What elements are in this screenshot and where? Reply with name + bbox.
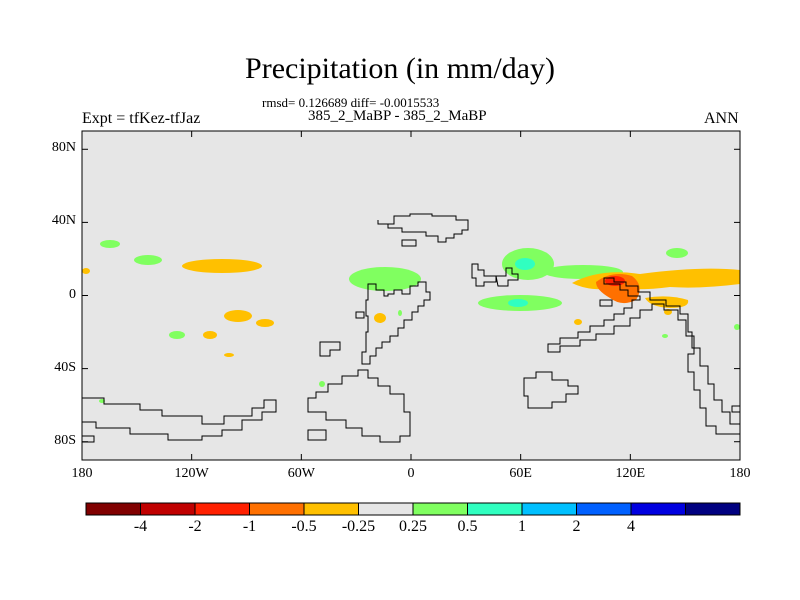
contour-fill — [374, 313, 386, 323]
colorbar-swatch — [412, 502, 468, 516]
contour-fill — [169, 331, 185, 339]
contour-fill — [256, 319, 274, 327]
continent-outline — [377, 213, 469, 243]
lon-tick-label: 120E — [615, 466, 646, 481]
contour-fill — [82, 268, 90, 274]
lon-tick-label: 120W — [174, 466, 209, 481]
continent-outlines — [82, 213, 741, 443]
experiment-label: Expt = tfKez-tfJaz — [82, 110, 201, 127]
contour-fill — [224, 353, 234, 357]
colorbar-label: 2 — [572, 518, 581, 535]
plot-title: Precipitation (in mm/day) — [245, 52, 555, 85]
map-background — [82, 131, 740, 460]
contour-fill — [662, 334, 668, 338]
contour-fill — [319, 381, 325, 387]
continent-outline — [361, 281, 431, 365]
colorbar-swatch — [576, 502, 632, 516]
continent-outline — [355, 311, 365, 319]
contour-fill — [134, 255, 162, 265]
lon-tick-label: 60E — [509, 466, 532, 481]
season-label: ANN — [704, 110, 739, 127]
contour-fill — [515, 258, 535, 270]
lon-tick-label: 180 — [71, 466, 93, 481]
continent-outline — [319, 341, 341, 357]
lat-tick-label: 80S — [54, 432, 76, 448]
colorbar-label: 1 — [518, 518, 526, 535]
colorbar-label: 4 — [627, 518, 635, 535]
colorbar-swatch — [194, 502, 250, 516]
colorbar-swatch — [140, 502, 196, 516]
colorbar — [85, 502, 741, 516]
contour-fill — [666, 248, 688, 258]
contour-fill — [734, 324, 740, 330]
contour-fill — [349, 267, 421, 291]
colorbar-swatch — [521, 502, 577, 516]
colorbar-label: -1 — [242, 518, 257, 535]
continent-outline — [495, 267, 519, 287]
contour-fill — [224, 310, 252, 322]
contour-fill — [100, 240, 120, 248]
colorbar-swatch — [85, 502, 141, 516]
lat-tick-label: 40S — [54, 359, 76, 375]
colorbar-swatch — [249, 502, 305, 516]
colorbar-label: -0.25 — [341, 518, 376, 535]
lat-tick-label: 80N — [51, 140, 76, 156]
continent-outline — [471, 263, 497, 287]
colorbar-swatch — [630, 502, 686, 516]
colorbar-swatch — [685, 502, 741, 516]
continent-outline — [523, 371, 579, 409]
colorbar-label: 0.25 — [399, 518, 427, 535]
contour-fill — [574, 319, 582, 325]
colorbar-swatch — [358, 502, 414, 516]
continent-outline — [307, 429, 327, 441]
lon-tick-label: 180 — [729, 466, 751, 481]
continent-outline — [307, 369, 411, 443]
contour-fill — [508, 299, 528, 307]
continent-outline — [82, 397, 277, 441]
colorbar-swatch — [467, 502, 523, 516]
contour-fill — [645, 296, 689, 308]
contour-fill — [182, 259, 262, 273]
case-label: 385_2_MaBP - 385_2_MaBP — [308, 108, 487, 124]
contour-fill — [398, 310, 402, 316]
continent-outline — [401, 239, 417, 247]
lon-tick-label: 60W — [287, 466, 315, 481]
colorbar-label: 0.5 — [457, 518, 478, 535]
continent-outline — [547, 277, 741, 435]
colorbar-label: -4 — [133, 518, 148, 535]
lon-tick-label: 0 — [407, 466, 415, 481]
colorbar-label: -2 — [188, 518, 202, 535]
axis-ticks — [81, 131, 741, 460]
colorbar-label: -0.5 — [291, 518, 317, 535]
plot-subtitle: rmsd= 0.126689 diff= -0.0015533 — [262, 95, 440, 110]
lat-tick-label: 0 — [69, 286, 76, 302]
colorbar-swatch — [303, 502, 359, 516]
contour-fill — [203, 331, 217, 339]
continent-outline — [599, 299, 613, 307]
lat-tick-label: 40N — [51, 213, 76, 229]
